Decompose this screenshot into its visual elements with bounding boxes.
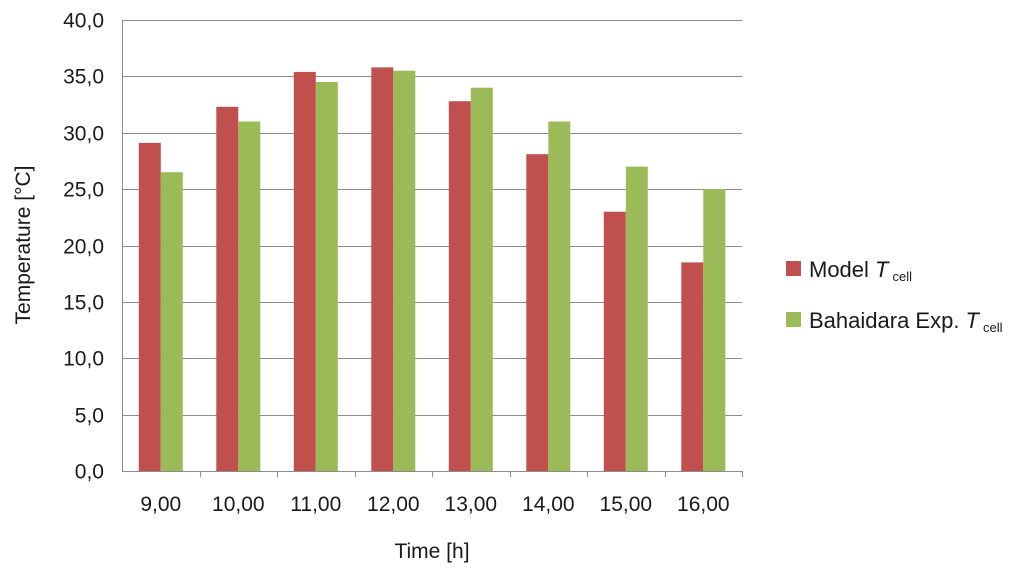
- axes: [122, 20, 743, 477]
- bar-model: [216, 106, 239, 472]
- bar-exp: [160, 172, 183, 471]
- y-tick-label: 35,0: [63, 66, 104, 89]
- y-tick-label: 40,0: [63, 10, 104, 33]
- legend-subscript-exp: cell: [983, 320, 1003, 335]
- x-tick-label: 12,00: [367, 493, 420, 516]
- x-tick-label: 13,00: [445, 493, 498, 516]
- x-tick-label: 9,00: [140, 493, 181, 516]
- bar-model: [371, 67, 394, 472]
- y-tick-label: 5,0: [75, 405, 104, 428]
- bar-exp: [703, 189, 726, 471]
- gridlines: [122, 20, 742, 416]
- bar-exp: [470, 87, 493, 471]
- legend-swatch-exp: [786, 312, 801, 327]
- legend-swatch-model: [786, 261, 801, 276]
- y-tick-label: 0,0: [75, 461, 104, 484]
- legend-symbol-model: T: [875, 257, 890, 282]
- bars: [138, 67, 726, 472]
- y-tick-label: 25,0: [63, 179, 104, 202]
- x-tick-label: 15,00: [600, 493, 653, 516]
- y-axis-title: Temperature [°C]: [12, 166, 35, 325]
- legend-subscript-model: cell: [893, 269, 913, 284]
- x-axis-title: Time [h]: [394, 540, 469, 563]
- legend-prefix-exp: Bahaidara Exp.: [809, 308, 966, 333]
- x-tick-label: 10,00: [212, 493, 265, 516]
- y-tick-label: 20,0: [63, 236, 104, 259]
- y-tick-labels: 0,0 5,0 10,0 15,0 20,0 25,0 30,0 35,0 40,0: [63, 10, 104, 484]
- x-tick-labels: 9,00 10,00 11,00 12,00 13,00 14,00 15,00 16,00: [140, 493, 729, 516]
- y-tick-label: 10,0: [63, 348, 104, 371]
- y-tick-label: 30,0: [63, 123, 104, 146]
- bar-exp: [548, 121, 571, 471]
- bar-exp: [315, 82, 338, 471]
- x-tick-label: 14,00: [522, 493, 575, 516]
- bar-exp: [393, 70, 416, 471]
- bar-model: [293, 71, 316, 472]
- legend-prefix-model: Model: [809, 257, 875, 282]
- bar-exp: [238, 121, 261, 471]
- x-tick-label: 16,00: [677, 493, 730, 516]
- bar-model: [526, 154, 549, 471]
- y-tick-label: 15,0: [63, 292, 104, 315]
- bar-exp: [625, 166, 648, 471]
- legend-symbol-exp: T: [966, 308, 981, 333]
- bar-model: [448, 101, 471, 471]
- x-tick-label: 11,00: [290, 493, 341, 516]
- bar-model: [681, 262, 704, 471]
- bar-model: [138, 142, 161, 471]
- bar-model: [603, 211, 626, 471]
